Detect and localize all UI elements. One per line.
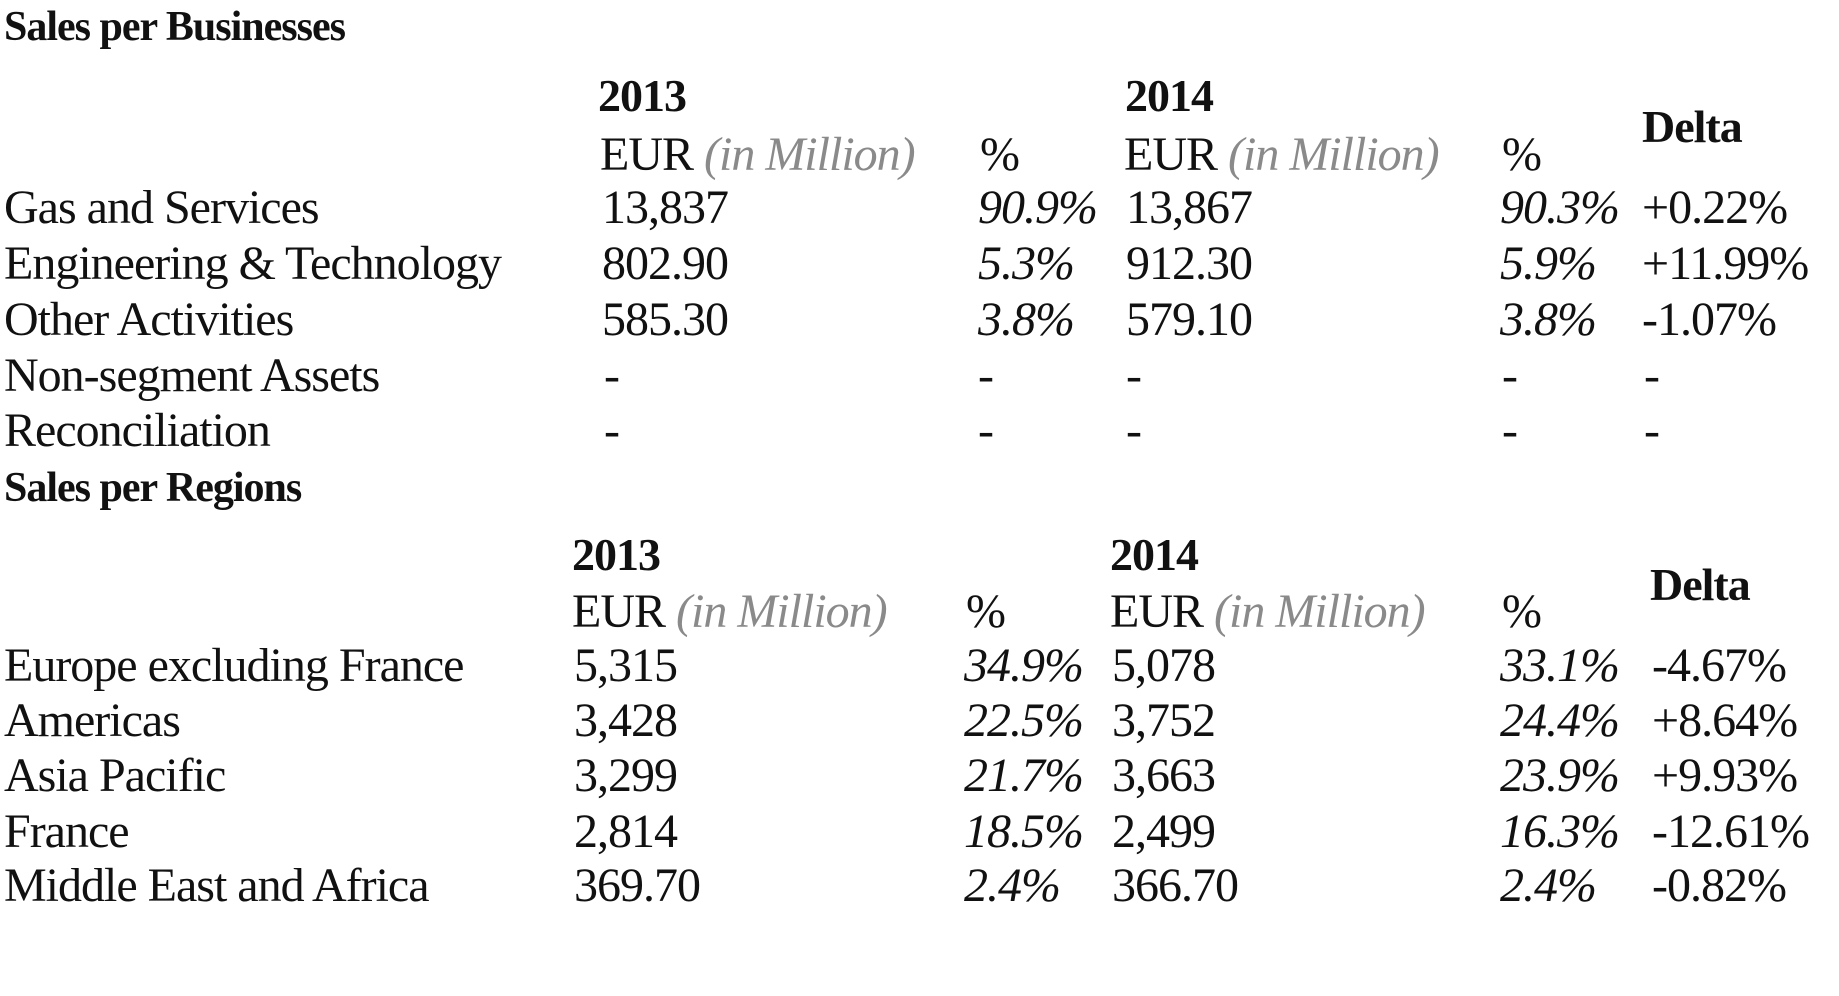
row-label: Americas <box>4 694 181 747</box>
delta-value: -4.67% <box>1652 639 1787 692</box>
delta-value: -1.07% <box>1642 293 1777 346</box>
value-2013: 13,837 <box>602 181 729 234</box>
delta-value: +11.99% <box>1642 237 1809 290</box>
value-2014: 912.30 <box>1126 237 1253 290</box>
value-2014: 366.70 <box>1112 859 1239 912</box>
delta-header: Delta <box>1642 101 1743 152</box>
eur-label: EUR <box>600 128 694 181</box>
year-2014-header: 2014 <box>1125 70 1214 121</box>
value-2013: 3,428 <box>574 694 678 747</box>
eur-2014-header: EUR (in Million) <box>1110 585 1426 638</box>
pct-2014-header: % <box>1502 128 1542 181</box>
percent-2014: - <box>1502 349 1518 402</box>
row-label: Asia Pacific <box>4 749 226 802</box>
percent-2014: 5.9% <box>1500 237 1597 290</box>
eur-2014-header: EUR (in Million) <box>1124 128 1440 181</box>
percent-2014: 33.1% <box>1500 639 1620 692</box>
delta-header: Delta <box>1650 559 1751 610</box>
row-label: Europe excluding France <box>4 639 464 692</box>
eur-2013-header: EUR (in Million) <box>600 128 916 181</box>
percent-2013: 22.5% <box>964 694 1084 747</box>
value-2014: - <box>1126 404 1142 457</box>
eur-2013-header: EUR (in Million) <box>572 585 888 638</box>
percent-2013: 2.4% <box>964 859 1061 912</box>
delta-value: +9.93% <box>1652 749 1798 802</box>
row-label: France <box>4 805 130 858</box>
pct-2014-header: % <box>1502 585 1542 638</box>
pct-2013-header: % <box>980 128 1020 181</box>
section-title-regions: Sales per Regions <box>4 465 302 511</box>
percent-2013: 34.9% <box>964 639 1084 692</box>
delta-value: +0.22% <box>1642 181 1788 234</box>
value-2014: 5,078 <box>1112 639 1216 692</box>
value-2014: 3,663 <box>1112 749 1216 802</box>
section-title-businesses: Sales per Businesses <box>4 4 346 50</box>
value-2014: 3,752 <box>1112 694 1216 747</box>
year-2013-header: 2013 <box>572 529 661 580</box>
value-2014: 2,499 <box>1112 805 1216 858</box>
delta-value: - <box>1644 404 1660 457</box>
percent-2013: - <box>978 349 994 402</box>
percent-2014: 16.3% <box>1500 805 1620 858</box>
percent-2013: 3.8% <box>978 293 1075 346</box>
unit-label: (in Million) <box>1214 585 1426 638</box>
value-2013: 802.90 <box>602 237 729 290</box>
unit-label: (in Million) <box>1228 128 1440 181</box>
eur-label: EUR <box>572 585 666 638</box>
year-2014-header: 2014 <box>1110 529 1199 580</box>
row-label: Reconciliation <box>4 404 271 457</box>
percent-2013: 90.9% <box>978 181 1098 234</box>
delta-value: +8.64% <box>1652 694 1798 747</box>
percent-2014: 23.9% <box>1500 749 1620 802</box>
value-2013: - <box>604 349 620 402</box>
eur-label: EUR <box>1110 585 1204 638</box>
percent-2014: 2.4% <box>1500 859 1597 912</box>
percent-2014: - <box>1502 404 1518 457</box>
percent-2014: 24.4% <box>1500 694 1620 747</box>
row-label: Other Activities <box>4 293 294 346</box>
row-label: Middle East and Africa <box>4 859 430 912</box>
percent-2014: 90.3% <box>1500 181 1620 234</box>
row-label: Engineering & Technology <box>4 237 502 290</box>
delta-value: - <box>1644 349 1660 402</box>
year-2013-header: 2013 <box>598 70 687 121</box>
percent-2013: 5.3% <box>978 237 1075 290</box>
value-2013: 5,315 <box>574 639 678 692</box>
percent-2014: 3.8% <box>1500 293 1597 346</box>
value-2014: - <box>1126 349 1142 402</box>
percent-2013: 18.5% <box>964 805 1084 858</box>
value-2014: 13,867 <box>1126 181 1253 234</box>
value-2013: 369.70 <box>574 859 701 912</box>
value-2013: 3,299 <box>574 749 678 802</box>
row-label: Gas and Services <box>4 181 320 234</box>
value-2013: - <box>604 404 620 457</box>
value-2013: 585.30 <box>602 293 729 346</box>
unit-label: (in Million) <box>676 585 888 638</box>
value-2013: 2,814 <box>574 805 678 858</box>
row-label: Non-segment Assets <box>4 349 380 402</box>
percent-2013: 21.7% <box>964 749 1084 802</box>
delta-value: -12.61% <box>1652 805 1810 858</box>
unit-label: (in Million) <box>704 128 916 181</box>
delta-value: -0.82% <box>1652 859 1787 912</box>
pct-2013-header: % <box>966 585 1006 638</box>
percent-2013: - <box>978 404 994 457</box>
value-2014: 579.10 <box>1126 293 1253 346</box>
eur-label: EUR <box>1124 128 1218 181</box>
